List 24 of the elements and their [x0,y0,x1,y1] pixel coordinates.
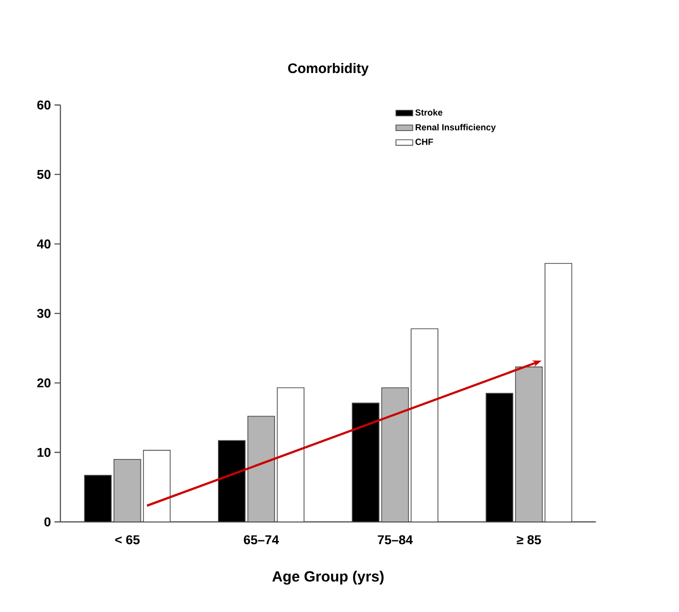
x-tick-label: ≥ 85 [516,535,541,545]
x-tick-label: 65–74 [244,535,279,545]
y-tick-label: 50 [37,170,50,180]
y-tick-label: 10 [38,448,50,458]
legend-label: CHF [415,138,433,146]
x-axis-title: Age Group (yrs) [272,571,384,585]
y-tick-label: 40 [36,240,50,249]
bar [276,388,304,523]
bar [544,263,572,523]
bar [84,475,112,523]
x-tick-label: < 65 [115,535,140,545]
legend-label: Stroke [415,109,442,116]
bar [114,459,142,523]
bar [143,450,171,523]
y-tick-label: 60 [37,100,50,110]
y-tick-label: 0 [44,518,50,527]
y-tick-label: 20 [37,378,50,388]
legend-label: Renal Insufficiency [416,124,496,132]
x-tick-label: 75–84 [378,535,413,545]
y-tick-label: 30 [37,309,50,318]
chart-title: Comorbidity [288,63,369,76]
bar [247,416,275,523]
bar [352,402,380,523]
bar [218,440,246,523]
